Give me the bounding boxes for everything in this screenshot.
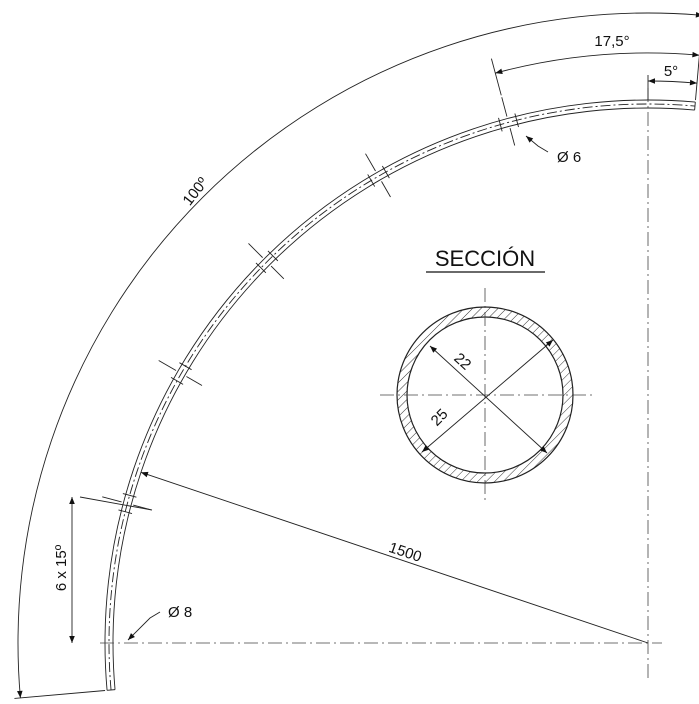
- hole-mark: [158, 360, 177, 371]
- leader: [525, 135, 549, 153]
- dimension-line: [647, 78, 698, 86]
- dimension-text: 5°: [664, 63, 678, 80]
- dimension-line: [421, 339, 554, 453]
- hole-mark: [270, 265, 285, 280]
- hole-mark: [501, 97, 508, 117]
- dimension-line: [429, 345, 548, 454]
- dimension-text: 6 x 15º: [53, 544, 70, 591]
- extension-line: [490, 58, 502, 96]
- dimension-line: [140, 471, 649, 644]
- tube-end: [107, 689, 116, 691]
- hole-mark: [509, 128, 516, 146]
- dimension-text: Ø 6: [557, 149, 581, 166]
- dimension-text: 1500: [387, 539, 424, 566]
- extension-line: [79, 496, 153, 511]
- dimension-text: 25: [428, 406, 452, 430]
- tube-end: [694, 102, 696, 111]
- hole-mark: [248, 243, 263, 258]
- geometry: [14, 12, 699, 699]
- section-title: SECCIÓN: [435, 246, 535, 271]
- dimension-text: 100º: [179, 174, 211, 209]
- hole-mark: [381, 181, 391, 198]
- dimension-line: [495, 51, 699, 74]
- hole-mark: [186, 376, 203, 386]
- leader: [127, 611, 161, 641]
- extension-line: [14, 690, 106, 699]
- dimension-text: 17,5°: [594, 33, 629, 50]
- dimension-text: Ø 8: [168, 604, 192, 621]
- hole-mark: [365, 153, 376, 172]
- dimension-line: [17, 12, 699, 698]
- dimension-text: 22: [450, 350, 474, 374]
